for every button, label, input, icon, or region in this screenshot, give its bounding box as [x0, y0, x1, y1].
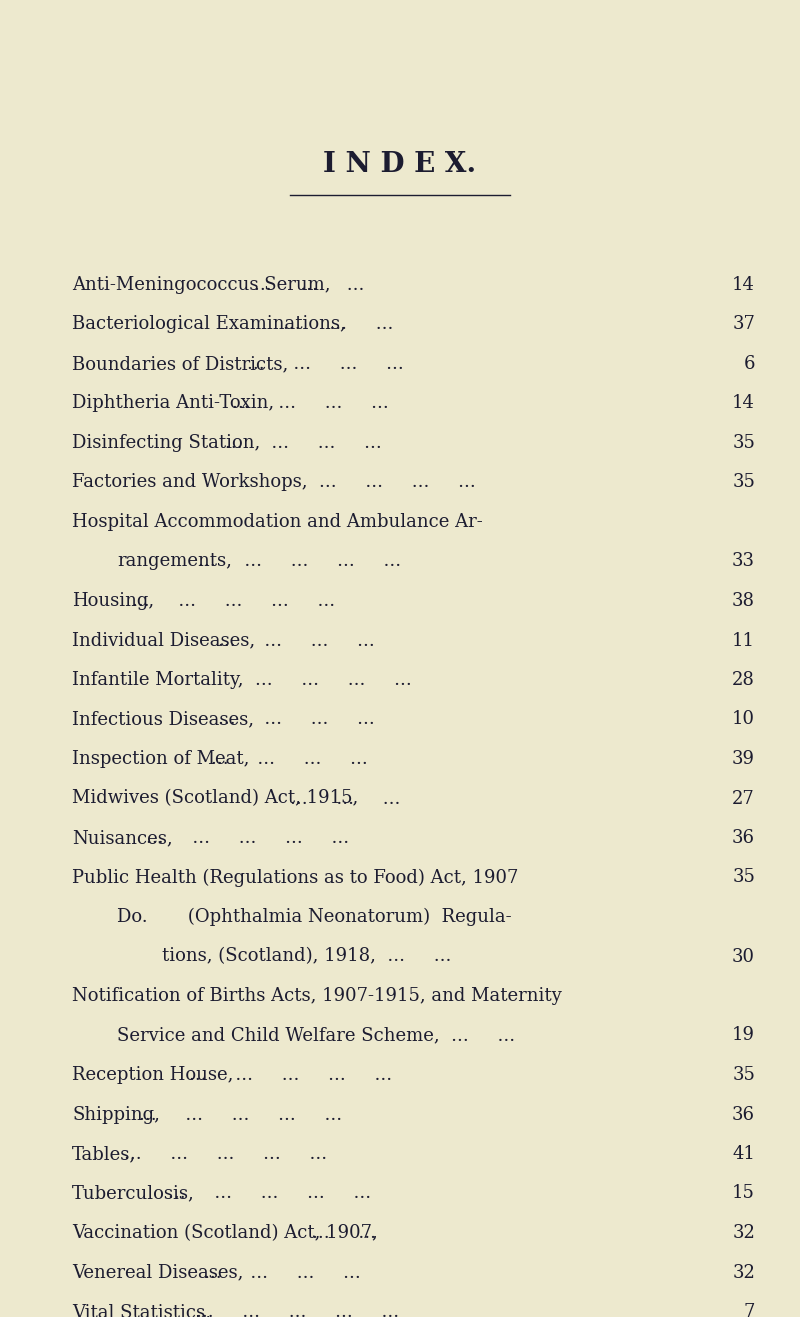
- Text: Boundaries of Districts,: Boundaries of Districts,: [72, 356, 288, 373]
- Text: Nuisances,: Nuisances,: [72, 828, 173, 847]
- Text: ...     ...     ...     ...     ...: ... ... ... ... ...: [139, 1105, 342, 1123]
- Text: 14: 14: [732, 395, 755, 412]
- Text: 38: 38: [732, 593, 755, 610]
- Text: tions, (Scotland), 1918,  ...     ...: tions, (Scotland), 1918, ... ...: [162, 947, 451, 965]
- Text: Infectious Diseases,: Infectious Diseases,: [72, 710, 254, 728]
- Text: ...     ...     ...     ...: ... ... ... ...: [246, 356, 403, 373]
- Text: ...     ...     ...     ...     ...: ... ... ... ... ...: [198, 553, 402, 570]
- Text: ...     ...     ...: ... ... ...: [254, 277, 364, 294]
- Text: Tuberculosis,: Tuberculosis,: [72, 1184, 194, 1202]
- Text: ...     ...     ...     ...: ... ... ... ...: [218, 710, 374, 728]
- Text: Diphtheria Anti-Toxin,: Diphtheria Anti-Toxin,: [72, 395, 274, 412]
- Text: ...     ...     ...     ...     ...: ... ... ... ... ...: [168, 1184, 370, 1202]
- Text: 14: 14: [732, 277, 755, 294]
- Text: 7: 7: [744, 1303, 755, 1317]
- Text: ...     ...     ...     ...: ... ... ... ...: [218, 631, 374, 649]
- Text: I N D E X.: I N D E X.: [323, 151, 477, 179]
- Text: 35: 35: [732, 1065, 755, 1084]
- Text: Individual Diseases,: Individual Diseases,: [72, 631, 255, 649]
- Text: Shipping,: Shipping,: [72, 1105, 160, 1123]
- Text: ...     ...     ...     ...: ... ... ... ...: [232, 395, 389, 412]
- Text: Do.       (Ophthalmia Neonatorum)  Regula-: Do. (Ophthalmia Neonatorum) Regula-: [117, 907, 512, 926]
- Text: Bacteriological Examinations,: Bacteriological Examinations,: [72, 316, 346, 333]
- Text: Vaccination (Scotland) Act, 1907,: Vaccination (Scotland) Act, 1907,: [72, 1223, 378, 1242]
- Text: 37: 37: [732, 316, 755, 333]
- Text: Vital Statistics,: Vital Statistics,: [72, 1303, 211, 1317]
- Text: 11: 11: [732, 631, 755, 649]
- Text: 15: 15: [732, 1184, 755, 1202]
- Text: Service and Child Welfare Scheme,  ...     ...: Service and Child Welfare Scheme, ... ..…: [117, 1026, 515, 1044]
- Text: 10: 10: [732, 710, 755, 728]
- Text: ...     ...     ...     ...     ...: ... ... ... ... ...: [146, 828, 349, 847]
- Text: Reception House,: Reception House,: [72, 1065, 234, 1084]
- Text: 39: 39: [732, 749, 755, 768]
- Text: 33: 33: [732, 553, 755, 570]
- Text: ...     ...     ...     ...     ...: ... ... ... ... ...: [197, 1303, 399, 1317]
- Text: Public Health (Regulations as to Food) Act, 1907: Public Health (Regulations as to Food) A…: [72, 868, 518, 886]
- Text: Anti-Meningococcus Serum,: Anti-Meningococcus Serum,: [72, 277, 330, 294]
- Text: Midwives (Scotland) Act, 1915,: Midwives (Scotland) Act, 1915,: [72, 789, 358, 807]
- Text: Hospital Accommodation and Ambulance Ar-: Hospital Accommodation and Ambulance Ar-: [72, 514, 482, 531]
- Text: Notification of Births Acts, 1907-1915, and Maternity: Notification of Births Acts, 1907-1915, …: [72, 986, 562, 1005]
- Text: 19: 19: [732, 1026, 755, 1044]
- Text: 35: 35: [732, 868, 755, 886]
- Text: Housing,: Housing,: [72, 593, 154, 610]
- Text: 30: 30: [732, 947, 755, 965]
- Text: Disinfecting Station,: Disinfecting Station,: [72, 435, 260, 452]
- Text: 32: 32: [732, 1263, 755, 1281]
- Text: 6: 6: [743, 356, 755, 373]
- Text: ...     ...: ... ...: [311, 1223, 376, 1242]
- Text: ...     ...     ...     ...: ... ... ... ...: [210, 749, 367, 768]
- Text: 28: 28: [732, 670, 755, 689]
- Text: ...     ...     ...     ...     ...: ... ... ... ... ...: [189, 1065, 392, 1084]
- Text: ...     ...     ...: ... ... ...: [282, 316, 393, 333]
- Text: 32: 32: [732, 1223, 755, 1242]
- Text: Factories and Workshops,  ...     ...     ...     ...: Factories and Workshops, ... ... ... ...: [72, 474, 476, 491]
- Text: Infantile Mortality,  ...     ...     ...     ...: Infantile Mortality, ... ... ... ...: [72, 670, 412, 689]
- Text: ...     ...     ...: ... ... ...: [290, 789, 400, 807]
- Text: 27: 27: [732, 789, 755, 807]
- Text: Tables,: Tables,: [72, 1144, 136, 1163]
- Text: ...     ...     ...     ...: ... ... ... ...: [203, 1263, 360, 1281]
- Text: rangements,: rangements,: [117, 553, 232, 570]
- Text: 36: 36: [732, 828, 755, 847]
- Text: 35: 35: [732, 435, 755, 452]
- Text: ...     ...     ...     ...     ...: ... ... ... ... ...: [131, 593, 334, 610]
- Text: ...     ...     ...     ...: ... ... ... ...: [226, 435, 382, 452]
- Text: 35: 35: [732, 474, 755, 491]
- Text: ...     ...     ...     ...     ...: ... ... ... ... ...: [125, 1144, 327, 1163]
- Text: Venereal Diseases,: Venereal Diseases,: [72, 1263, 243, 1281]
- Text: Inspection of Meat,: Inspection of Meat,: [72, 749, 250, 768]
- Text: 41: 41: [732, 1144, 755, 1163]
- Text: 36: 36: [732, 1105, 755, 1123]
